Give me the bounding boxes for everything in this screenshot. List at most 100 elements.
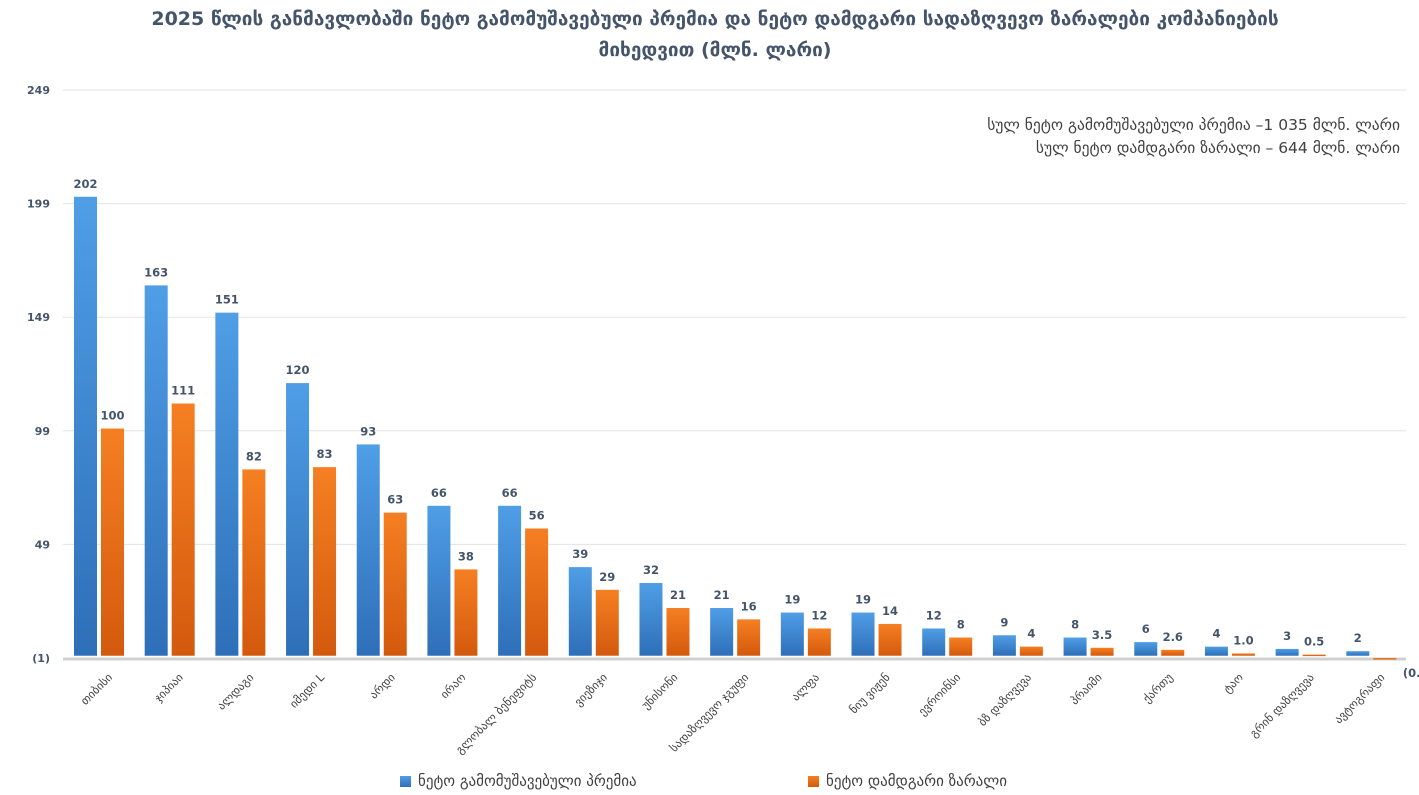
x-category-label: ავტოგრაფი <box>1331 670 1387 726</box>
data-label-loss: (0.5) <box>1403 666 1419 680</box>
bar-loss <box>878 623 902 656</box>
bar-loss <box>949 637 973 656</box>
data-label-premium: 66 <box>502 486 518 500</box>
bar-premium <box>1063 637 1087 656</box>
bar-loss <box>1302 654 1326 657</box>
data-label-premium: 19 <box>855 593 871 607</box>
x-category-label: ალფა <box>788 670 822 704</box>
data-label-loss: 111 <box>171 384 195 398</box>
bar-premium <box>215 312 239 656</box>
data-label-premium: 163 <box>144 265 168 279</box>
bar-premium <box>851 612 875 656</box>
x-category-label: ევროინსი <box>915 670 963 718</box>
x-category-label: ნიუ ვიჟენ <box>846 670 892 716</box>
data-label-loss: 63 <box>387 493 403 507</box>
bar-premium <box>568 567 592 656</box>
bar-premium <box>1275 648 1299 656</box>
legend-swatch-loss <box>808 775 819 787</box>
bar-premium <box>1346 651 1370 656</box>
bar-loss <box>454 569 478 656</box>
data-label-loss: 4 <box>1027 627 1035 641</box>
bar-loss <box>525 528 549 656</box>
y-tick-label: 199 <box>27 198 50 211</box>
data-label-loss: 12 <box>811 608 827 622</box>
total-loss-text: სულ ნეტო დამდგარი ზარალი – 644 მლნ. ლარი <box>1035 139 1400 157</box>
legend-item-loss: ნეტო დამდგარი ზარალი <box>808 772 1007 790</box>
x-category-label: იმედი L <box>287 670 328 711</box>
data-label-premium: 4 <box>1212 627 1220 641</box>
bar-loss <box>1019 646 1043 656</box>
legend-label-loss: ნეტო დამდგარი ზარალი <box>826 772 1008 790</box>
data-label-premium: 3 <box>1283 629 1291 643</box>
legend-label-premium: ნეტო გამომუშავებული პრემია <box>418 772 637 790</box>
x-category-label: ტაო <box>1220 670 1246 696</box>
data-label-loss: 8 <box>957 618 965 632</box>
bar-loss <box>171 403 195 656</box>
x-category-label: ალდაგი <box>214 670 256 712</box>
bar-loss <box>1161 649 1185 656</box>
data-label-premium: 66 <box>431 486 447 500</box>
data-label-loss: 82 <box>246 449 262 463</box>
legend-swatch-premium <box>400 775 411 787</box>
data-label-premium: 21 <box>714 588 730 602</box>
chart-title: 2025 წლის განმავლობაში ნეტო გამომუშავებუ… <box>151 8 1279 61</box>
data-label-premium: 39 <box>572 547 588 561</box>
data-label-loss: 38 <box>458 549 474 563</box>
data-label-loss: 3.5 <box>1092 628 1112 642</box>
data-label-premium: 9 <box>1000 615 1008 629</box>
data-label-premium: 12 <box>926 608 942 622</box>
x-category-label: გრინ დაზღვევა <box>1247 670 1317 740</box>
bar-loss <box>666 608 690 656</box>
bar-loss <box>242 469 266 656</box>
data-label-premium: 120 <box>286 363 310 377</box>
data-label-premium: 202 <box>73 177 97 191</box>
x-category-label: სადაზღვევო ჯგუფი <box>667 670 752 755</box>
bar-premium <box>144 285 168 656</box>
x-category-label: უნისონი <box>639 670 681 712</box>
data-label-premium: 19 <box>784 593 800 607</box>
x-category-label: გლობალ ბენეფიტს <box>453 670 539 756</box>
bar-loss <box>1373 658 1397 660</box>
data-label-loss: 100 <box>100 409 124 423</box>
y-tick-label: 149 <box>27 311 50 324</box>
data-label-premium: 93 <box>360 424 376 438</box>
data-label-premium: 151 <box>215 293 239 307</box>
data-label-loss: 14 <box>882 604 898 618</box>
y-tick-label: 99 <box>35 425 50 438</box>
x-category-label: ქართუ <box>1140 670 1175 705</box>
bar-premium <box>427 505 451 656</box>
y-tick-label: 249 <box>27 84 50 97</box>
data-label-premium: 6 <box>1142 622 1150 636</box>
bar-loss <box>595 589 619 656</box>
x-category-label: ჯიპიაი <box>151 670 186 705</box>
y-axis: (1) 49 99 149 199 249 <box>27 84 50 665</box>
bar-premium <box>992 635 1016 656</box>
x-category-label: ირაო <box>437 670 468 701</box>
data-label-loss: 16 <box>741 599 757 613</box>
legend: ნეტო გამომუშავებული პრემია ნეტო დამდგარი… <box>0 772 1419 794</box>
bar-premium <box>639 583 663 656</box>
bar-premium <box>1204 646 1228 656</box>
bar-loss <box>1090 647 1114 656</box>
legend-item-premium: ნეტო გამომუშავებული პრემია <box>400 772 637 790</box>
bar-loss <box>383 512 407 656</box>
bar-premium <box>922 628 946 656</box>
x-category-label: არდი <box>366 670 397 701</box>
totals-annotation: სულ ნეტო გამომუშავებული პრემია –1 035 მლ… <box>987 114 1400 160</box>
bar-loss <box>737 619 761 656</box>
data-label-premium: 2 <box>1354 631 1362 645</box>
x-axis: თიბისი ჯიპიაი ალდაგი იმედი L არდი ირაოგლობალ … <box>78 670 1388 757</box>
x-category-label: ვიეზიჯი <box>571 670 610 709</box>
data-label-premium: 8 <box>1071 618 1079 632</box>
data-label-loss: 2.6 <box>1163 630 1183 644</box>
bar-premium <box>1134 642 1158 656</box>
bar-premium <box>286 383 310 656</box>
x-category-label: ბზ დაზღვევა <box>975 670 1034 729</box>
data-label-loss: 83 <box>317 447 333 461</box>
data-label-loss: 29 <box>599 570 615 584</box>
data-label-premium: 32 <box>643 563 659 577</box>
y-tick-label: (1) <box>32 652 50 665</box>
total-premium-text: სულ ნეტო გამომუშავებული პრემია –1 035 მლ… <box>987 116 1400 134</box>
